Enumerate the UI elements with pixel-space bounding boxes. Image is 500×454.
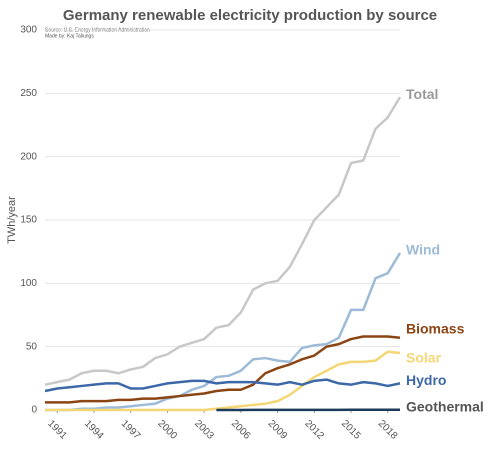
legend-label: Biomass: [406, 321, 465, 337]
series-line: [44, 96, 402, 386]
y-axis-label: TWh/year: [6, 196, 18, 244]
series-line: [45, 350, 401, 412]
y-tick-label: 0: [31, 405, 37, 416]
legend-label: Wind: [406, 242, 440, 258]
legend-label: Solar: [406, 350, 442, 366]
x-tick-label: 2015: [339, 418, 363, 442]
y-tick-label: 200: [20, 151, 37, 162]
x-tick-label: 1991: [45, 418, 69, 442]
series-line: [44, 378, 401, 393]
x-tick-label: 1994: [82, 418, 106, 442]
y-tick-label: 50: [26, 341, 38, 352]
chart-title: Germany renewable electricity production…: [63, 7, 437, 24]
y-tick-label: 250: [20, 88, 37, 99]
legend-label: Hydro: [406, 372, 446, 388]
series-line: [45, 335, 401, 404]
x-tick-label: 2018: [376, 418, 400, 442]
y-tick-label: 100: [20, 278, 37, 289]
legend-label: Geothermal: [406, 398, 484, 414]
x-tick-label: 2003: [192, 418, 216, 442]
x-tick-label: 1997: [119, 418, 143, 442]
legend-label: Total: [406, 86, 438, 102]
series-line: [45, 252, 402, 412]
x-tick-label: 2012: [302, 418, 326, 442]
y-tick-label: 150: [20, 215, 37, 226]
credit: Made by: Kaj Tallungs: [45, 33, 94, 39]
x-tick-label: 2006: [229, 418, 253, 442]
y-tick-label: 300: [20, 25, 37, 36]
x-tick-label: 2009: [266, 418, 290, 442]
x-tick-label: 2000: [155, 418, 179, 442]
